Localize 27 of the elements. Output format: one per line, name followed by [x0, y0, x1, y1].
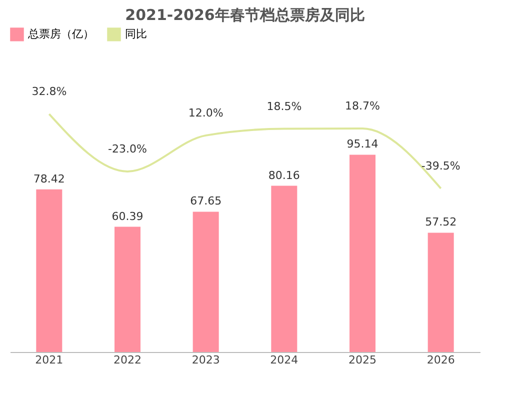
- legend-label: 总票房（亿）: [27, 27, 94, 40]
- bar: [36, 189, 62, 352]
- data-label: 95.14: [346, 138, 378, 151]
- data-label: 18.7%: [345, 100, 380, 113]
- data-label: 12.0%: [188, 106, 224, 120]
- x-tick-label: 2023: [192, 354, 220, 366]
- x-tick-label: 2024: [270, 354, 298, 366]
- data-label: 18.5%: [266, 100, 302, 113]
- x-tick-label: 2022: [114, 354, 142, 366]
- bar: [271, 186, 298, 352]
- data-label: 60.39: [112, 210, 144, 223]
- x-tick-label: 2025: [348, 354, 376, 366]
- bar: [428, 232, 454, 352]
- bar: [192, 212, 219, 352]
- data-label: -39.5%: [421, 159, 460, 172]
- x-tick-label: 2026: [426, 354, 455, 366]
- data-label: 57.52: [425, 216, 457, 229]
- data-label: -23.0%: [108, 142, 147, 156]
- bar: [350, 154, 376, 352]
- data-label: 78.42: [33, 172, 65, 186]
- data-label: 80.16: [268, 168, 300, 182]
- bar: [114, 226, 140, 352]
- legend-label: 同比: [125, 27, 147, 40]
- data-label: 32.8%: [32, 85, 67, 98]
- x-tick-label: 2021: [35, 354, 64, 366]
- chart-title: 2021-2026年春节档总票房及同比: [125, 6, 365, 24]
- data-label: 67.65: [190, 194, 222, 208]
